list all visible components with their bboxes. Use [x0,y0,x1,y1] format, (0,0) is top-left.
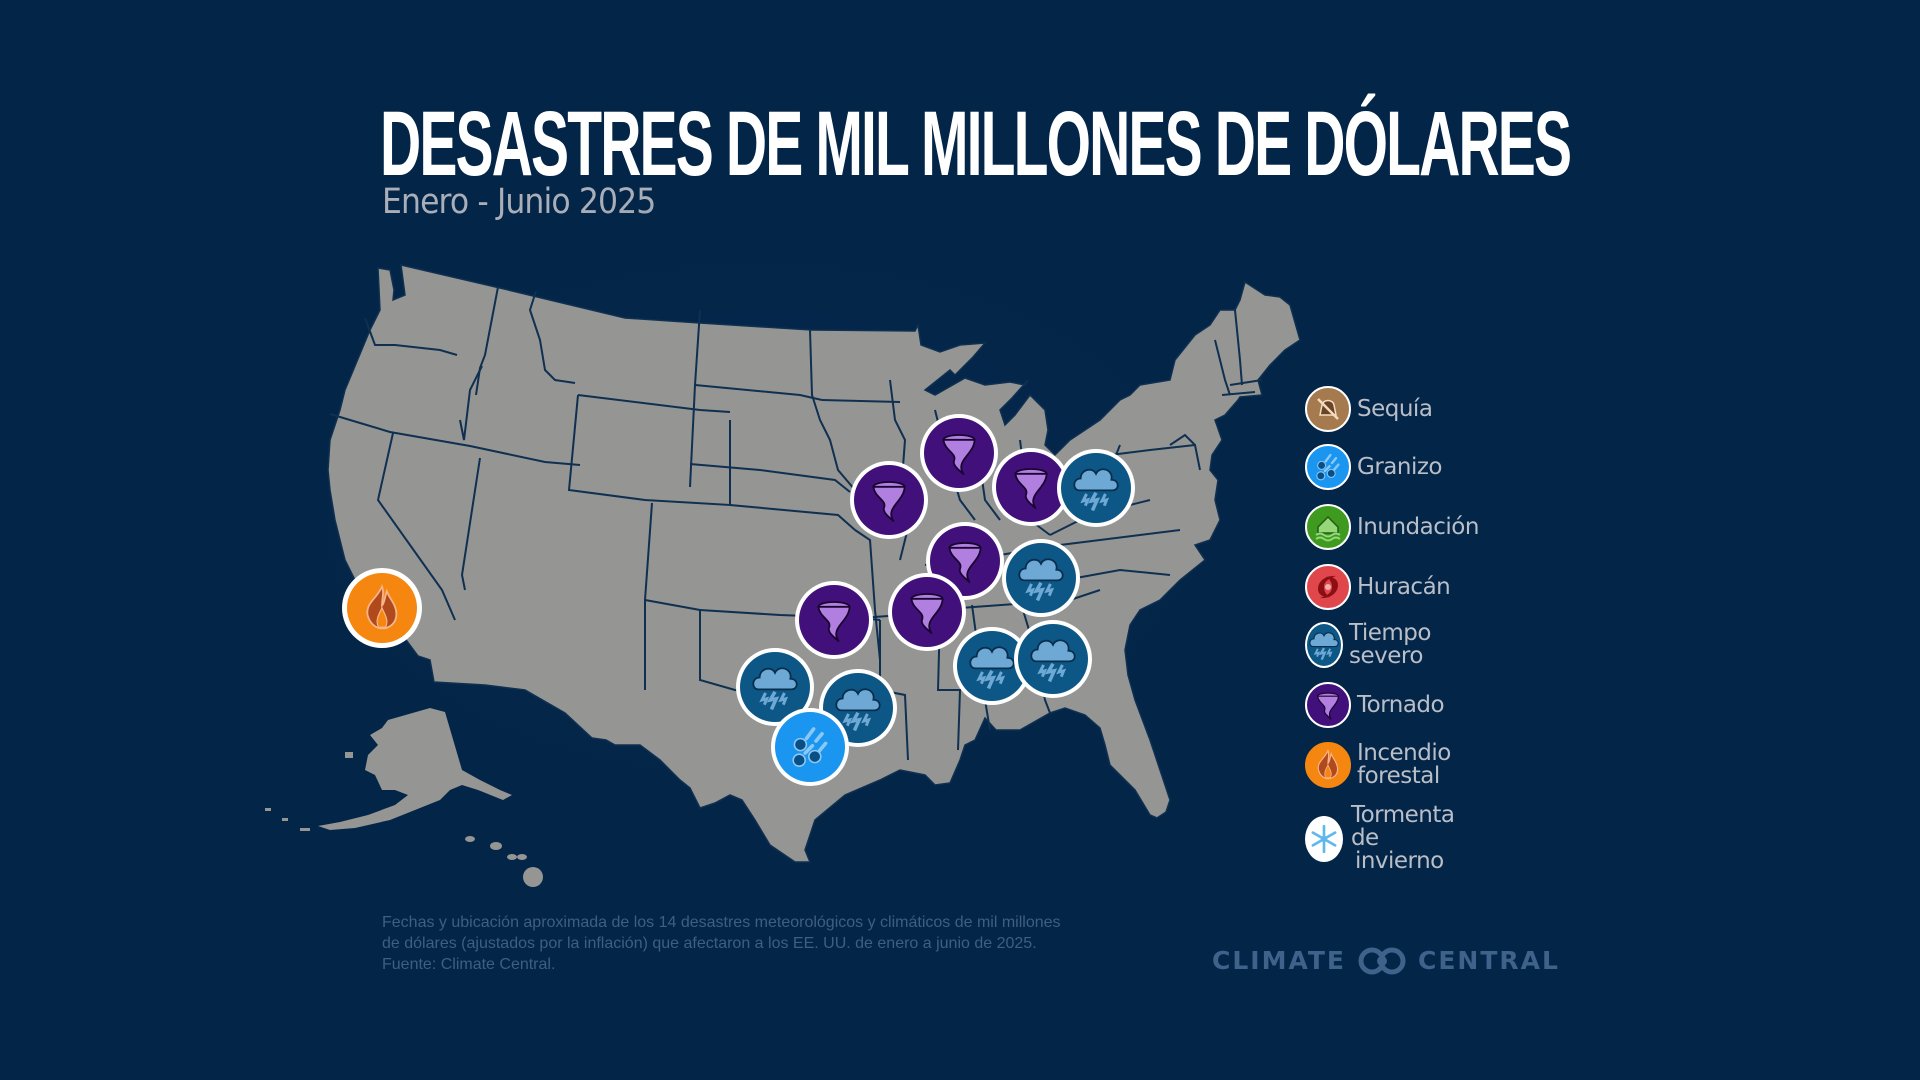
marker-severe-weather[interactable] [736,648,814,726]
marker-tornado[interactable] [920,414,998,492]
marker-severe-weather[interactable] [1014,620,1092,698]
tornado-icon [1305,682,1351,728]
marker-tornado[interactable] [992,448,1070,526]
severe-weather-icon [1305,622,1343,668]
climate-central-logo-icon [1358,947,1406,974]
legend-label: Granizo [1357,453,1443,480]
contiguous-us-landmass [327,264,1301,863]
footnote: Fechas y ubicación aproximada de los 14 … [382,914,1061,973]
legend-item-hail: Granizo [1305,444,1443,490]
marker-tornado[interactable] [888,573,966,651]
legend-label: Sequía [1357,395,1433,422]
legend-label: Inundación [1357,513,1479,540]
brand-right-text: CENTRAL [1418,946,1560,975]
hail-icon [1305,444,1351,490]
drought-icon [1305,386,1351,432]
alaska-landmass [318,708,512,830]
aleutian-islands [265,752,353,831]
marker-severe-weather[interactable] [1057,449,1135,527]
winter-storm-icon [1305,815,1343,862]
legend-item-flood: Inundación [1305,504,1479,550]
marker-tornado[interactable] [795,581,873,659]
marker-severe-weather[interactable] [1002,539,1080,617]
marker-hail[interactable] [771,708,849,786]
wildfire-icon [1305,742,1351,788]
legend-item-severe-weather: Tiempo severo [1305,622,1439,668]
marker-wildfire[interactable] [342,568,422,648]
legend-label: Tiempo severo [1349,620,1431,669]
legend-item-tornado: Tornado [1305,682,1445,728]
legend-label: Tornado [1357,691,1445,718]
legend-label: Huracán [1357,573,1451,600]
page-title: DESASTRES DE MIL MILLONES DE DÓLARES [380,93,1572,195]
legend-item-hurricane: Huracán [1305,564,1451,610]
hurricane-icon [1305,564,1351,610]
flood-icon [1305,504,1351,550]
legend-item-wildfire: Incendio forestal [1305,742,1451,788]
legend-label-multiline: Tormenta de invierno [1350,802,1455,874]
climate-central-logo: CLIMATE CENTRAL [1212,946,1560,975]
legend-item-drought: Sequía [1305,386,1433,432]
legend-item-winter-storm: Tormenta de invierno [1305,804,1463,873]
brand-left-text: CLIMATE [1212,946,1346,975]
hawaii-islands [465,836,543,887]
marker-severe-weather[interactable] [953,627,1031,705]
legend-label-multiline: Incendio forestal [1357,740,1451,789]
marker-tornado[interactable] [850,461,928,539]
